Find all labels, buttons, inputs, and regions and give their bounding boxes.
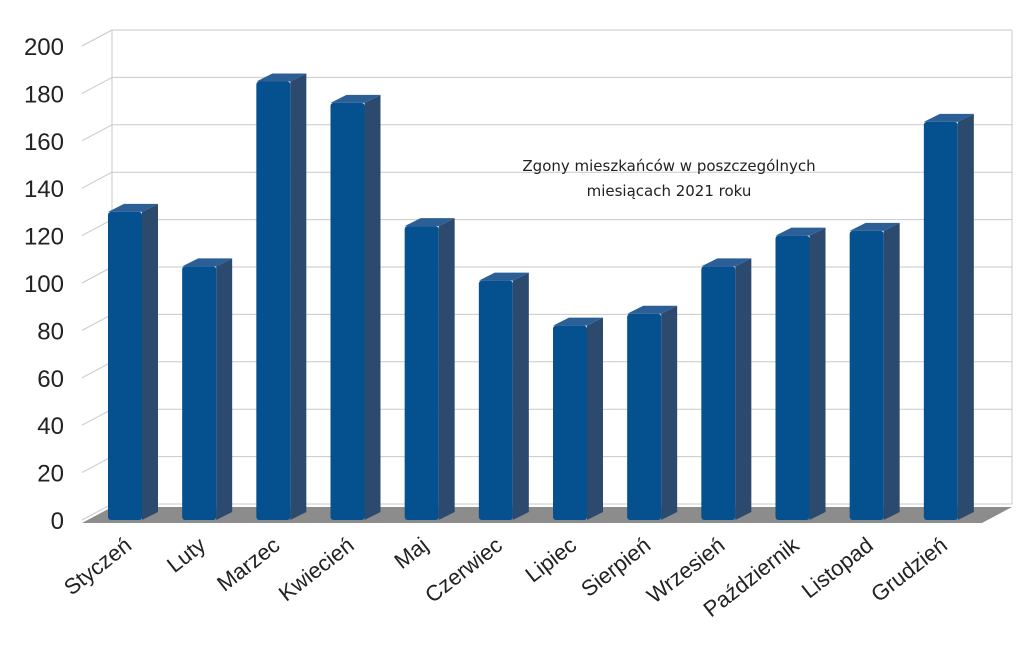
- bar: [775, 227, 826, 520]
- gridline-side: [81, 361, 113, 379]
- y-axis-ticks: 0 20 40 60 80 100 120 140 160 180 200: [24, 34, 64, 535]
- x-tick-label: Czerwiec: [420, 532, 507, 607]
- bar-top: [256, 73, 307, 82]
- bar-top: [108, 203, 158, 212]
- bars: [108, 73, 974, 521]
- bar: [553, 317, 603, 520]
- bar-front: [775, 235, 810, 520]
- gridline-side: [81, 503, 113, 521]
- bar-side: [438, 218, 455, 520]
- bar-side: [142, 203, 158, 520]
- bar: [849, 222, 900, 521]
- y-tick-label: 160: [24, 129, 64, 156]
- bar-top: [182, 258, 233, 267]
- bar-front: [478, 280, 513, 520]
- bar: [923, 113, 974, 520]
- bar-side: [290, 73, 307, 521]
- bar: [182, 258, 233, 520]
- bar-front: [404, 226, 439, 520]
- bar-side: [587, 317, 603, 520]
- y-tick-label: 80: [37, 318, 64, 345]
- gridline-side: [81, 29, 113, 47]
- bar: [478, 272, 529, 520]
- bar-front: [627, 313, 662, 520]
- gridline-side: [81, 76, 113, 94]
- bar-top: [849, 222, 900, 231]
- bar-front: [256, 81, 291, 521]
- x-tick-label: Listopad: [797, 532, 878, 603]
- gridline-side: [81, 171, 113, 189]
- bar-side: [883, 222, 900, 521]
- gridline-side: [81, 456, 113, 474]
- gridline-side: [81, 266, 113, 284]
- y-tick-label: 200: [24, 34, 64, 61]
- bar-top: [404, 218, 455, 227]
- bar-top: [330, 94, 381, 103]
- bar: [108, 203, 158, 520]
- gridline-side: [81, 124, 113, 142]
- y-tick-label: 100: [24, 271, 64, 298]
- bar: [330, 94, 381, 520]
- y-tick-label: 20: [37, 461, 64, 488]
- x-tick-label: Lipiec: [520, 532, 581, 587]
- bar-top: [701, 258, 752, 267]
- bar-side: [957, 113, 974, 520]
- y-tick-label: 180: [24, 81, 64, 108]
- y-tick-label: 60: [37, 366, 64, 393]
- bar-top: [553, 317, 603, 326]
- bar: [701, 258, 752, 520]
- bar-top: [478, 272, 529, 281]
- bar-top: [923, 113, 974, 122]
- chart-title-line-1: Zgony mieszkańców w poszczególnych: [522, 157, 815, 175]
- x-tick-label: Maj: [389, 532, 432, 574]
- bar-front: [182, 266, 217, 520]
- bar: [627, 305, 678, 520]
- bar-front: [849, 230, 884, 521]
- bar-side: [735, 258, 752, 520]
- bar-side: [661, 305, 678, 520]
- bar-front: [108, 211, 142, 520]
- bar-side: [512, 272, 529, 520]
- bar-front: [701, 266, 736, 520]
- bar-top: [627, 305, 678, 314]
- y-tick-label: 40: [37, 413, 64, 440]
- bar-side: [809, 227, 826, 520]
- x-tick-label: Kwiecień: [274, 532, 359, 606]
- x-tick-label: Luty: [162, 532, 210, 577]
- bar-front: [330, 102, 365, 520]
- y-tick-label: 140: [24, 176, 64, 203]
- gridline-side: [81, 219, 113, 237]
- bar-front: [923, 121, 958, 520]
- y-tick-label: 120: [24, 224, 64, 251]
- gridline-side: [81, 408, 113, 426]
- bar-side: [216, 258, 233, 520]
- bar-side: [364, 94, 381, 520]
- chart-title-line-2: miesiącach 2021 roku: [587, 182, 752, 200]
- x-tick-label: Grudzień: [866, 532, 952, 607]
- y-tick-label: 0: [51, 508, 64, 535]
- bar-top: [775, 227, 826, 236]
- gridline-side: [81, 313, 113, 331]
- bar-front: [553, 325, 587, 520]
- bar: [256, 73, 307, 521]
- bar: [404, 218, 455, 520]
- x-tick-label: Styczeń: [59, 532, 136, 600]
